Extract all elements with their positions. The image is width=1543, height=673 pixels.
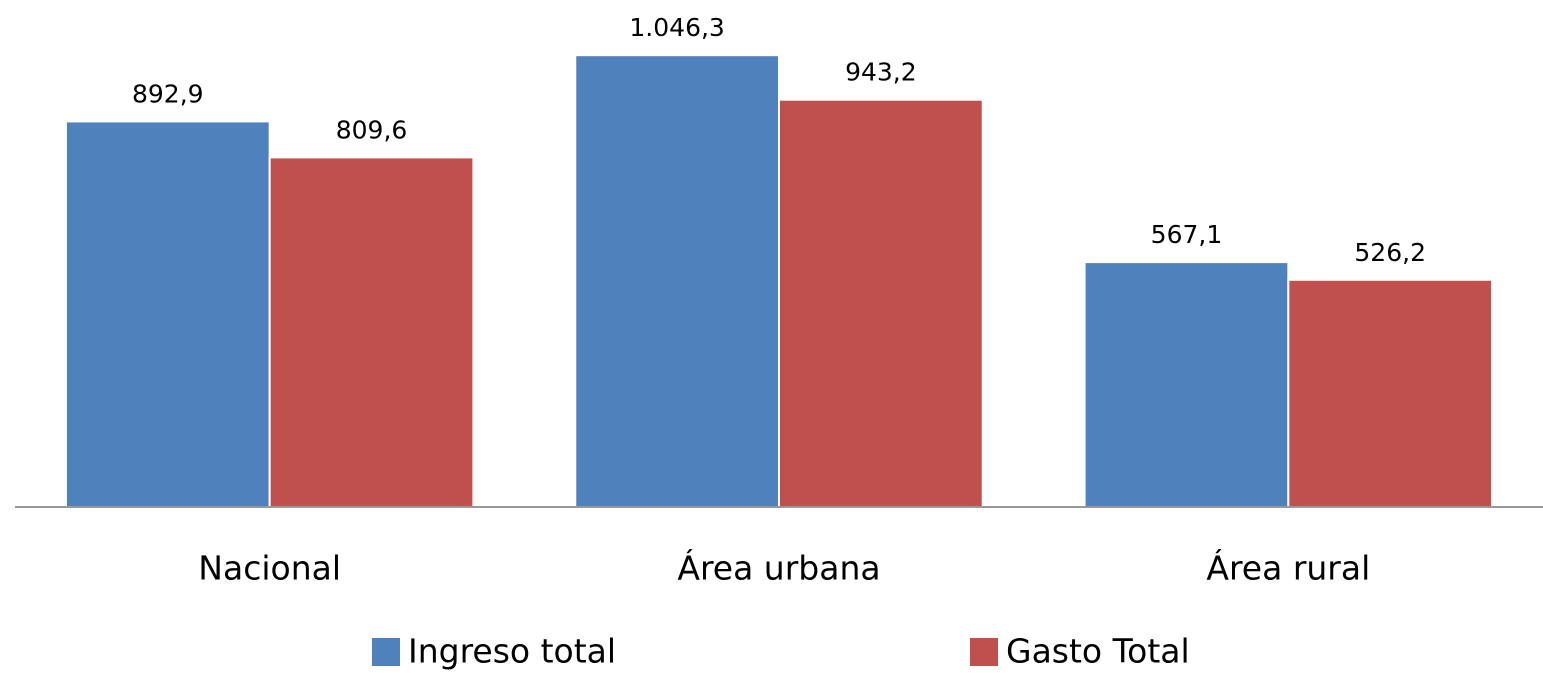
value-label: 526,2 bbox=[1354, 238, 1426, 267]
value-label: 1.046,3 bbox=[629, 13, 724, 42]
x-tick-label: Área urbana bbox=[677, 548, 880, 588]
value-label: 892,9 bbox=[132, 79, 204, 108]
bar bbox=[574, 54, 780, 509]
x-tick-label: Área rural bbox=[1206, 548, 1370, 588]
bar bbox=[64, 120, 271, 509]
legend-swatch bbox=[970, 638, 998, 666]
legend-label: Gasto Total bbox=[1006, 632, 1190, 671]
bar bbox=[268, 156, 475, 508]
bar bbox=[1287, 278, 1494, 509]
bar bbox=[1083, 261, 1290, 508]
legend-label: Ingreso total bbox=[408, 632, 616, 671]
value-label: 567,1 bbox=[1151, 220, 1223, 249]
legend-swatch bbox=[372, 638, 400, 666]
value-label: 809,6 bbox=[336, 115, 408, 144]
x-tick-label: Nacional bbox=[198, 549, 341, 588]
bar bbox=[778, 98, 984, 509]
value-label: 943,2 bbox=[845, 58, 917, 87]
